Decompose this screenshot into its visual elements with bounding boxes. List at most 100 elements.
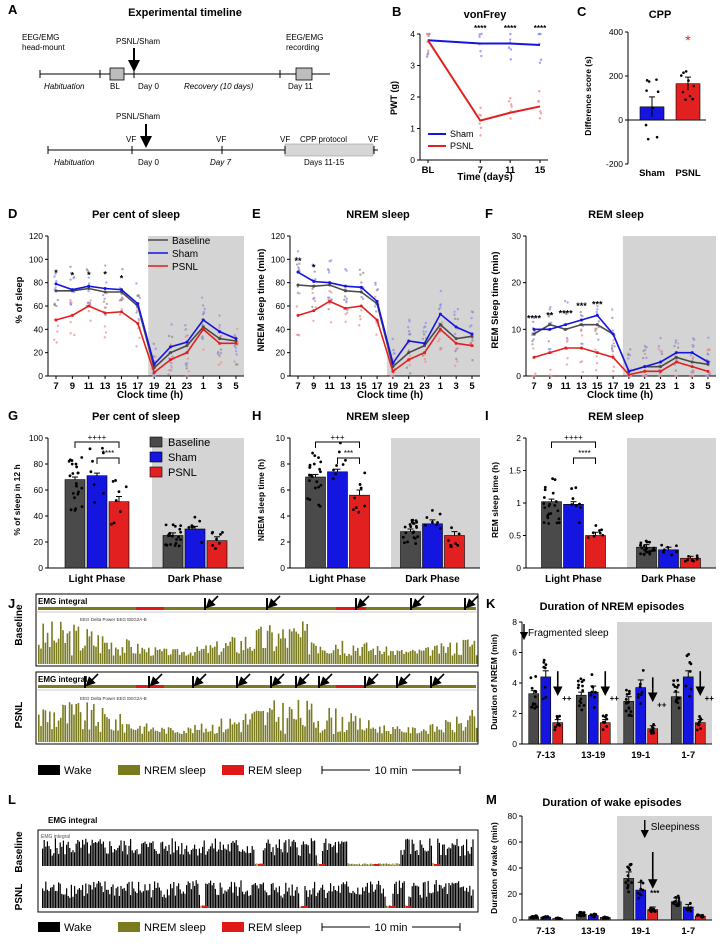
series-marker: [627, 373, 631, 377]
series-marker: [375, 299, 379, 303]
data-point: [672, 679, 676, 682]
bar-baseline: [670, 696, 682, 745]
data-point: [408, 354, 412, 358]
y-tick-label: 4: [410, 29, 415, 39]
y-tick-label: 0: [618, 115, 623, 125]
emg-bar: [189, 854, 191, 866]
emg-bar: [77, 839, 79, 866]
data-point: [354, 506, 358, 510]
delta-bar: [198, 729, 201, 742]
delta-bar: [137, 643, 139, 664]
series-marker: [532, 332, 536, 336]
emg-bar: [234, 882, 236, 908]
data-point: [69, 271, 73, 275]
series-marker: [627, 369, 631, 373]
emg-bar: [171, 838, 173, 866]
emg-bar: [222, 844, 224, 866]
data-point: [629, 710, 633, 713]
data-point: [313, 454, 317, 458]
emg-bar: [381, 864, 383, 866]
data-point: [542, 502, 546, 505]
emg-bar: [306, 844, 308, 866]
data-point: [589, 693, 593, 697]
delta-bar: [376, 646, 379, 664]
data-point: [627, 890, 631, 894]
data-point: [644, 348, 647, 351]
emg-bar: [421, 897, 423, 908]
data-point: [422, 330, 425, 333]
data-point: [549, 306, 552, 309]
y-tick-label: 80: [34, 278, 44, 288]
series-marker: [470, 332, 474, 336]
data-point: [642, 349, 645, 353]
panel-letter: B: [392, 4, 401, 19]
emg-bar: [54, 890, 56, 908]
y-tick-label: 4: [280, 511, 285, 521]
series-marker: [136, 302, 140, 306]
panel-letter: A: [8, 2, 18, 17]
delta-bar: [90, 631, 93, 664]
delta-bar: [407, 652, 410, 664]
data-point: [363, 504, 367, 508]
bar-baseline: [64, 479, 86, 569]
x-tick-label: 7-13: [536, 926, 555, 937]
data-point: [691, 374, 695, 378]
emg-bar: [280, 849, 282, 866]
x-tick-label: 7: [531, 381, 536, 392]
delta-bar: [93, 704, 95, 742]
label: Day 0: [138, 158, 159, 167]
data-point: [641, 356, 645, 360]
data-point: [564, 311, 567, 314]
delta-bar: [231, 724, 234, 742]
delta-bar: [273, 651, 275, 664]
data-point: [164, 523, 168, 527]
data-point: [581, 684, 584, 688]
data-point: [657, 345, 661, 348]
delta-bar: [143, 649, 146, 664]
data-point: [670, 553, 674, 557]
emg-bar: [109, 894, 111, 908]
data-point: [101, 451, 105, 455]
data-point: [659, 336, 662, 340]
emg-bar: [442, 844, 444, 866]
emg-bar: [109, 841, 111, 866]
data-point: [628, 868, 632, 872]
delta-bar: [266, 630, 269, 664]
data-point: [154, 355, 157, 358]
delta-bar: [104, 642, 106, 664]
data-point: [471, 359, 474, 362]
emg-bar: [200, 853, 202, 866]
emg-bar: [101, 843, 103, 866]
data-point: [359, 317, 362, 321]
delta-bar: [49, 646, 51, 664]
emg-bar: [213, 848, 215, 866]
wake-spike: [84, 676, 86, 688]
panel-title: Duration of wake episodes: [542, 797, 681, 809]
data-point: [580, 334, 584, 337]
x-tick-label: 15: [356, 381, 367, 392]
panel-m: M Duration of wake episodes Duration of …: [486, 792, 712, 937]
delta-bar: [431, 724, 434, 742]
data-point: [407, 330, 411, 333]
data-point: [87, 301, 90, 304]
series-marker: [674, 360, 678, 364]
data-point: [625, 693, 629, 696]
emg-bar: [318, 890, 320, 908]
data-point: [358, 324, 361, 327]
emg-bar: [322, 884, 324, 908]
x-tick-label: 19: [149, 381, 160, 392]
delta-bar: [418, 649, 421, 664]
data-point: [167, 373, 170, 376]
emg-bar: [189, 883, 191, 908]
data-point: [435, 523, 439, 527]
x-tick-label: Light Phase: [545, 574, 602, 585]
delta-bar: [231, 636, 234, 664]
data-point: [327, 268, 331, 272]
delta-bar: [189, 728, 192, 742]
label: Habituation: [44, 82, 85, 91]
data-point: [641, 668, 645, 672]
delta-bar: [229, 641, 231, 664]
data-point: [636, 695, 640, 699]
x-tick-label: 13: [576, 381, 587, 392]
bar-sham: [587, 691, 599, 745]
